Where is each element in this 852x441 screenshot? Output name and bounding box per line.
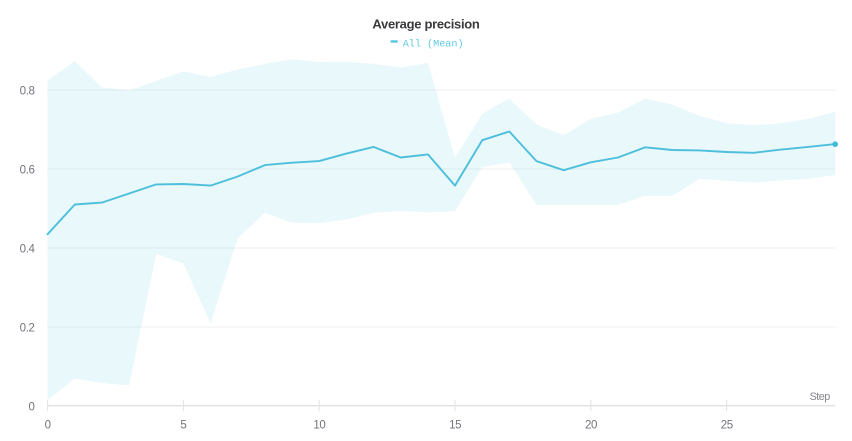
- svg-text:0: 0: [29, 401, 35, 413]
- svg-text:25: 25: [721, 419, 733, 431]
- svg-text:0: 0: [45, 419, 51, 431]
- svg-text:0.4: 0.4: [20, 243, 36, 255]
- svg-text:10: 10: [313, 419, 325, 431]
- svg-text:20: 20: [585, 419, 597, 431]
- svg-text:Average precision: Average precision: [372, 17, 479, 32]
- svg-text:All (Mean): All (Mean): [403, 38, 464, 50]
- svg-text:5: 5: [180, 419, 186, 431]
- svg-text:0.2: 0.2: [20, 322, 35, 334]
- svg-text:0.8: 0.8: [20, 85, 35, 97]
- svg-text:15: 15: [449, 419, 461, 431]
- svg-text:Step: Step: [810, 391, 831, 403]
- svg-text:0.6: 0.6: [20, 164, 35, 176]
